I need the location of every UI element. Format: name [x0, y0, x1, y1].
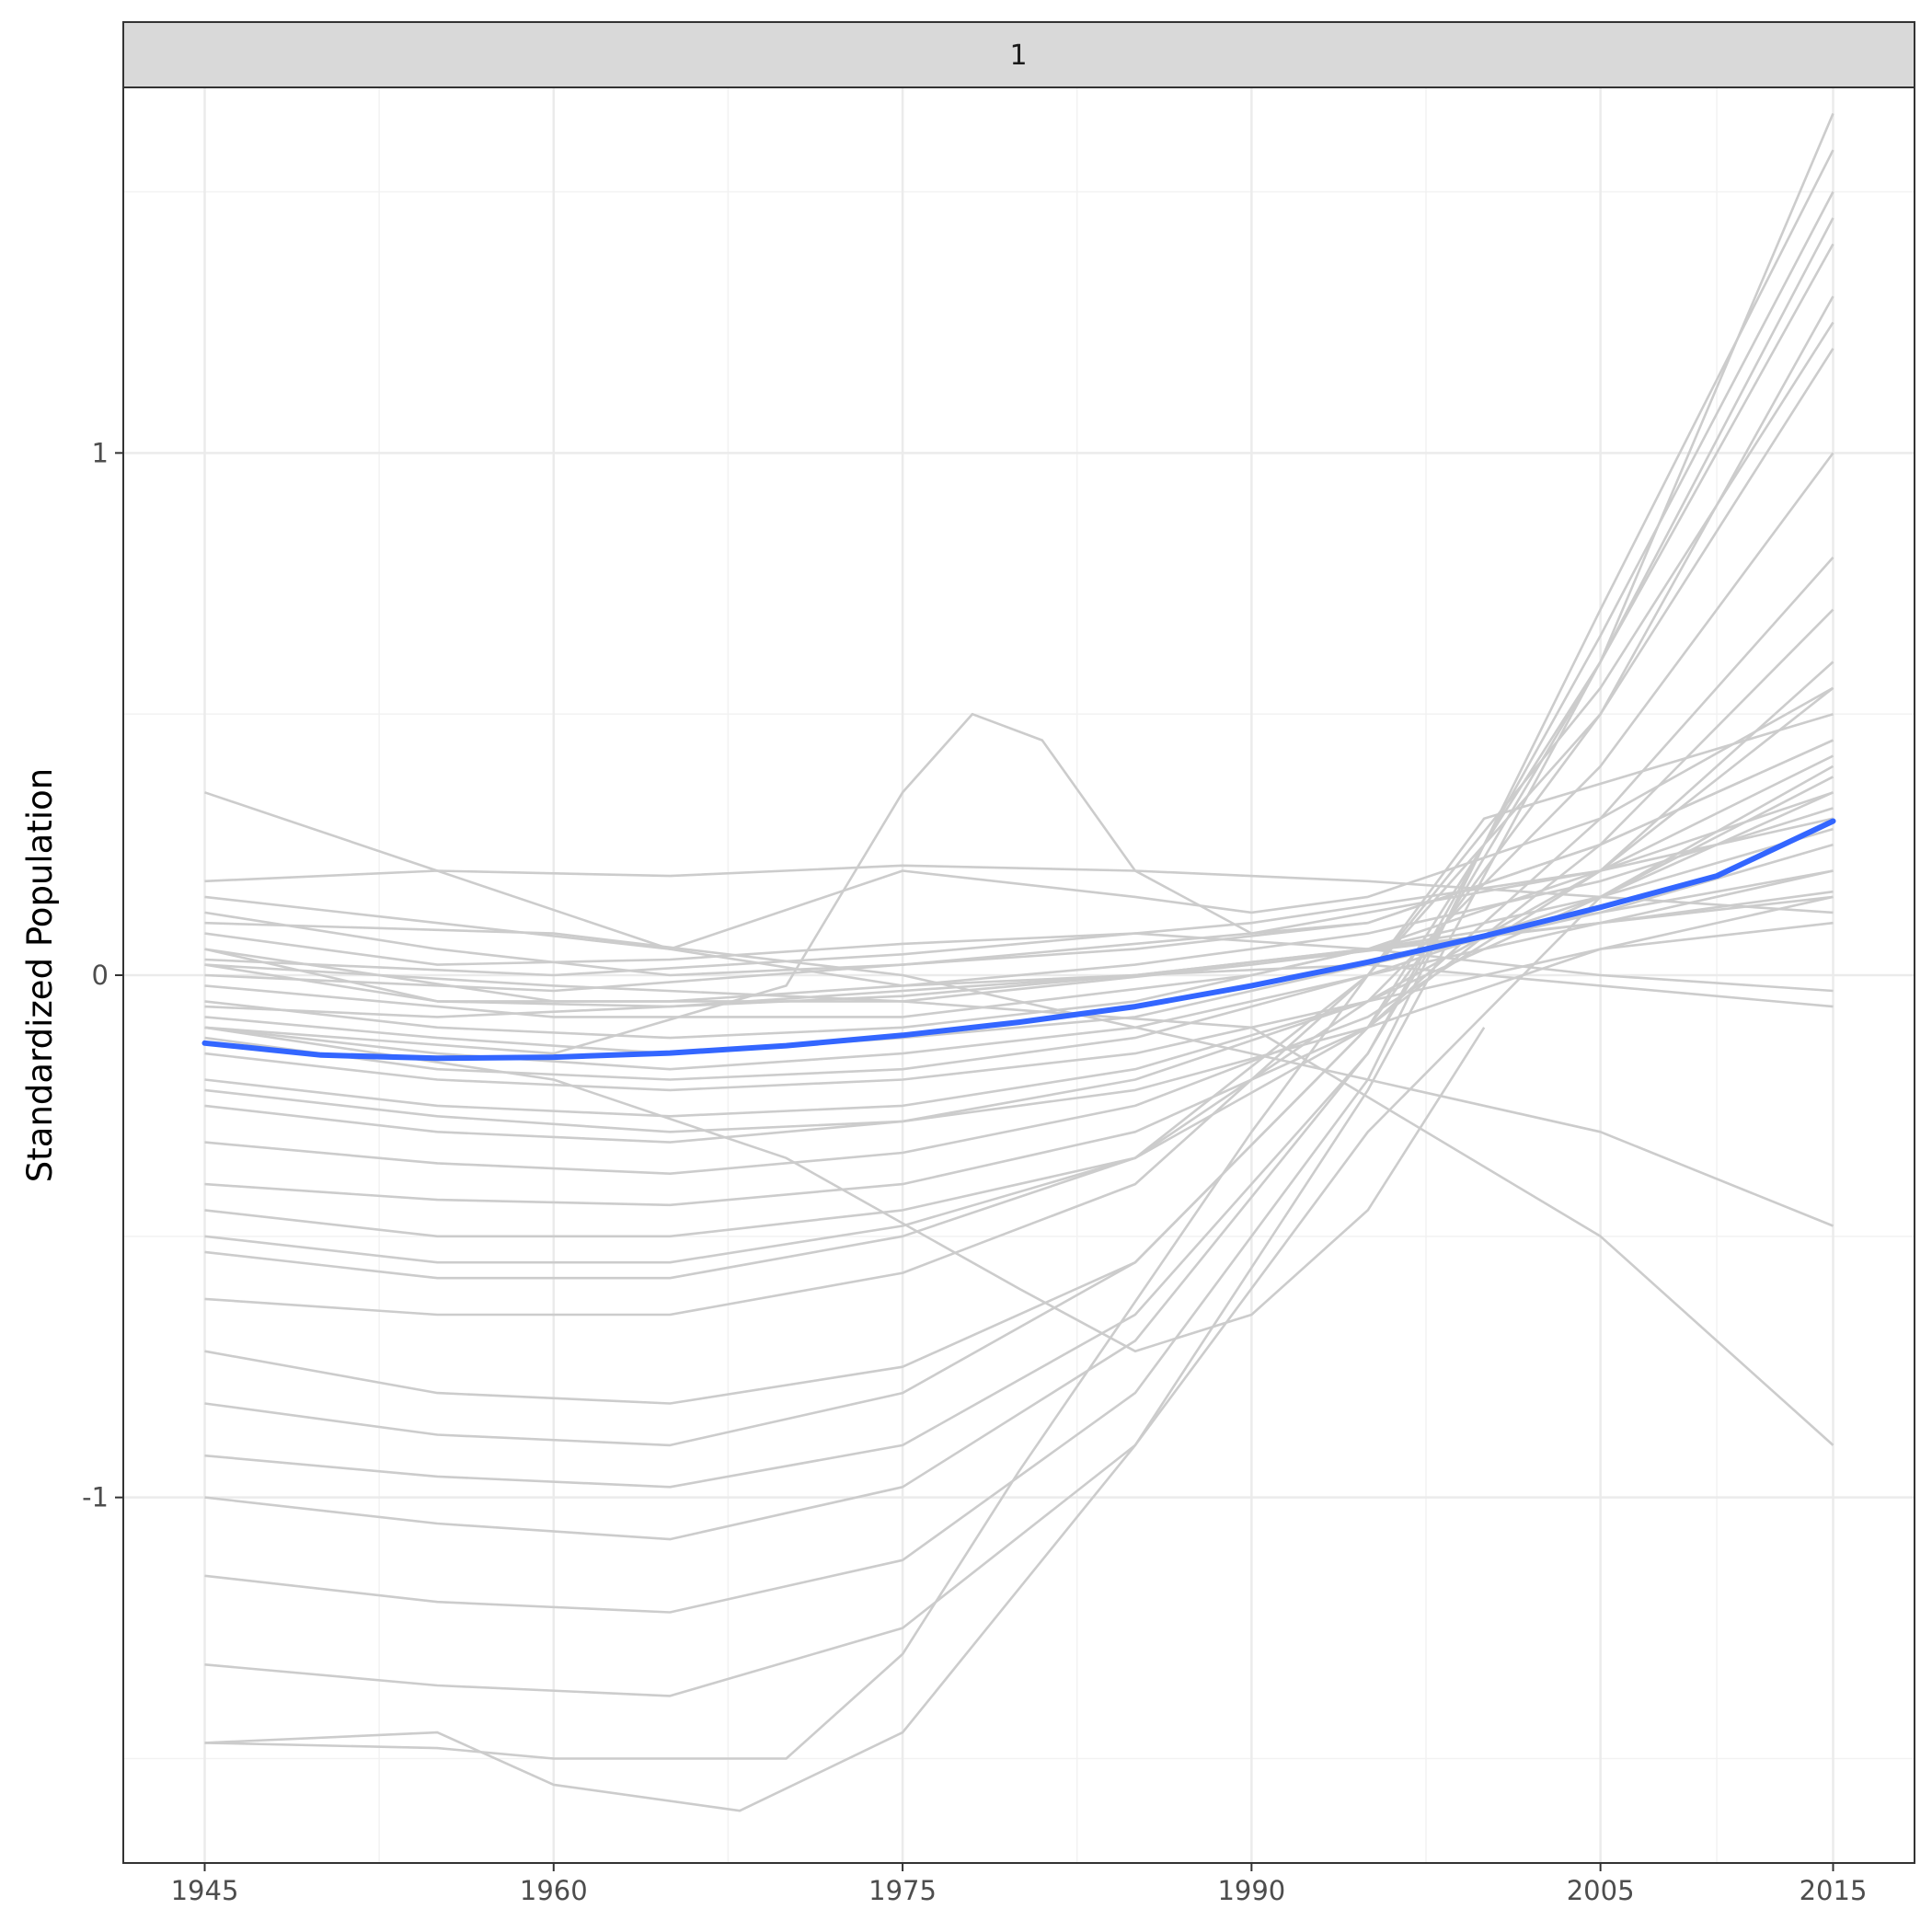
series-line: [204, 791, 1834, 1040]
x-tick-label: 1990: [1217, 1875, 1285, 1906]
series-line: [204, 190, 1834, 1541]
series-line: [204, 321, 1834, 1317]
trend-layer: [201, 818, 1836, 1062]
series-line: [204, 557, 1834, 1238]
series-line: [204, 243, 1834, 1447]
series-line: [204, 932, 1834, 993]
series-line: [204, 869, 1834, 1003]
trend-line: [201, 818, 1836, 1062]
series-line: [204, 452, 1834, 1264]
x-tick-label: 1960: [520, 1875, 588, 1906]
series-line: [204, 149, 1834, 1614]
series-line: [204, 686, 1834, 1144]
series-line: [204, 895, 1834, 1081]
facet-strip-label: 1: [1009, 40, 1027, 72]
series-line: [204, 661, 1834, 1175]
y-tick-label: -1: [82, 1482, 109, 1513]
facet-strip: 1: [122, 21, 1915, 88]
series-line: [204, 843, 1834, 1055]
series-layer: [204, 112, 1834, 1812]
series-line: [204, 348, 1834, 1280]
x-axis: 1945 1960 1975 1990 2005 2015: [171, 1863, 1868, 1906]
series-line: [204, 921, 1834, 1092]
y-axis: 1 0 -1: [82, 437, 123, 1513]
series-line: [204, 754, 1834, 993]
series-line: [204, 739, 1834, 977]
series-line: [204, 217, 1834, 1489]
series-line: [204, 112, 1834, 1697]
x-tick-label: 1945: [171, 1875, 239, 1906]
series-line: [204, 608, 1834, 1207]
x-tick-label: 2005: [1567, 1875, 1635, 1906]
y-axis-title: Standardized Population: [20, 768, 60, 1182]
series-line: [204, 1026, 1486, 1352]
facet-strip-background: [122, 21, 1915, 88]
series-line: [204, 295, 1834, 1405]
series-line: [204, 963, 1834, 1018]
series-line: [204, 817, 1834, 977]
series-line: [204, 712, 1834, 1760]
x-tick-label: 1975: [868, 1875, 937, 1906]
y-tick-label: 0: [92, 960, 109, 991]
series-line: [204, 895, 1834, 1133]
series-line: [204, 827, 1834, 1018]
x-tick-label: 2015: [1800, 1875, 1868, 1906]
y-tick-label: 1: [92, 437, 109, 468]
